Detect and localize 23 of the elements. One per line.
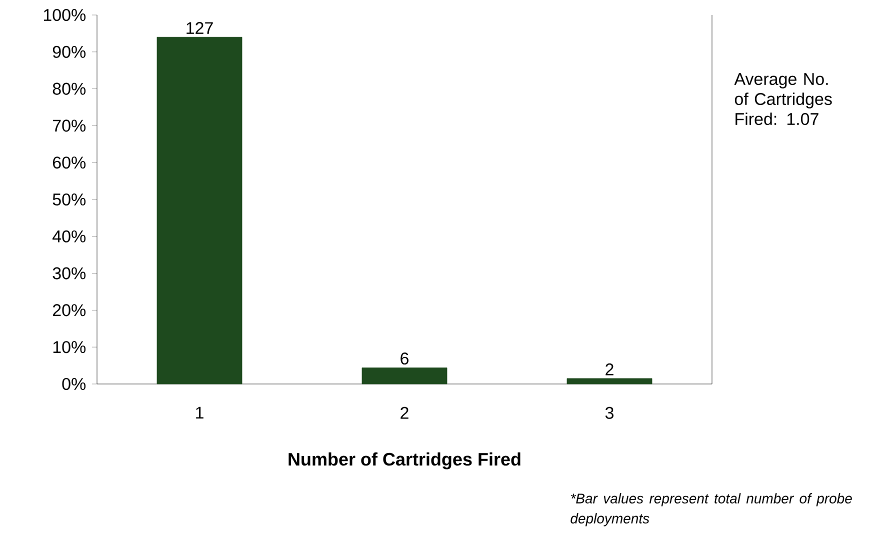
y-tick-label: 90% (52, 46, 86, 58)
x-tick-label: 2 (400, 406, 408, 419)
annotation: 127 (186, 22, 213, 34)
y-tick-label: 40% (52, 230, 86, 242)
annotation: 6 (400, 352, 408, 365)
y-tick-label: 60% (52, 156, 86, 169)
bar (566, 378, 652, 384)
x-tick-label: 1 (196, 406, 204, 419)
y-tick-label: 20% (52, 304, 86, 316)
y-tick-label: 0% (62, 378, 86, 390)
y-tick-label: 30% (52, 267, 86, 280)
bar (156, 36, 242, 384)
y-tick-label: 50% (52, 193, 86, 206)
text: *Bar values represent total number of probe deployments (570, 493, 852, 526)
y-tick-label: 100% (44, 8, 86, 22)
bar (362, 368, 448, 384)
annotation: 2 (606, 363, 614, 376)
y-tick-label: 80% (52, 82, 86, 95)
text: Average No. of Cartridges Fired: 1.07 (734, 73, 832, 126)
x-tick-label: 3 (605, 406, 614, 419)
x-axis-title: Number of Cartridges Fired (288, 452, 520, 470)
y-tick-label: 70% (52, 120, 86, 132)
y-tick-label: 10% (53, 341, 86, 354)
